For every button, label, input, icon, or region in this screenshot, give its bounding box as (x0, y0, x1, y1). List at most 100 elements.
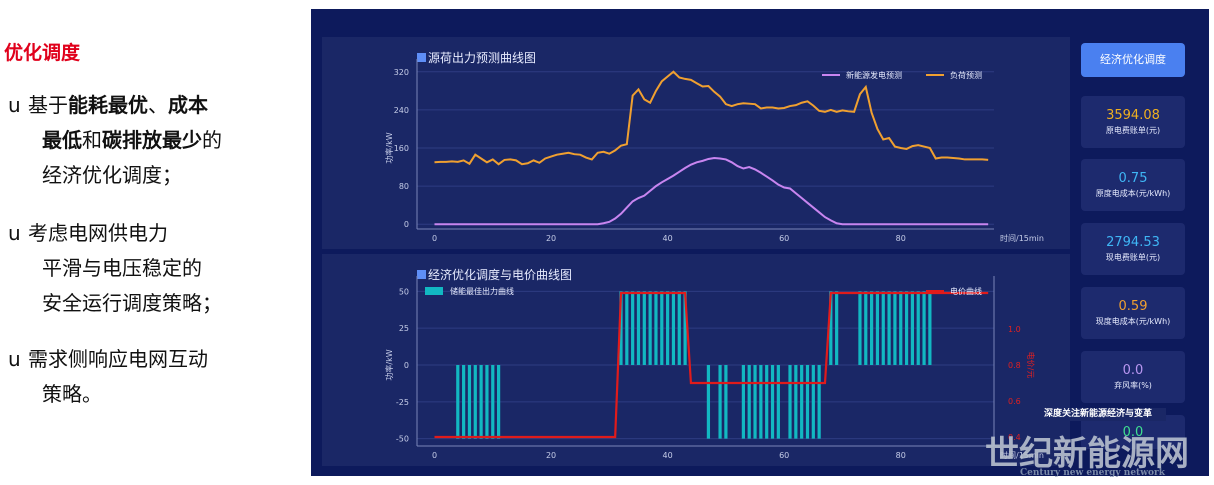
metric-label: 原电费账单(元) (1105, 126, 1161, 135)
metric-value: 0.0 (1122, 363, 1144, 378)
y-tick-label: 320 (394, 68, 409, 77)
forecast-chart: 0 80 160 240 320 0 20 40 60 80 时间/15min 功率/kW 新能源发电预… (384, 59, 1044, 243)
y2-tick-label: 0.4 (1008, 433, 1021, 442)
storage-bar (765, 365, 769, 439)
economic-optimize-button[interactable]: 经济优化调度 (1081, 43, 1185, 77)
storage-bar (928, 291, 932, 365)
y-tick-label: -25 (396, 398, 409, 407)
watermark-slogan: 深度关注新能源经济与变革 (1030, 408, 1166, 421)
bullet-2-text: 考虑电网供电力 平滑与电压稳定的 安全运行调度策略； (28, 216, 278, 321)
storage-bar (671, 291, 676, 365)
y2-tick-label: 0.8 (1008, 361, 1021, 370)
metric-value: 2794.53 (1106, 235, 1160, 250)
storage-bar (724, 365, 728, 439)
metric-label: 现度电成本(元/kWh) (1095, 317, 1171, 326)
storage-bar (858, 291, 862, 365)
bullet-1-part: 的 (202, 128, 222, 152)
dispatch-chart: -50 -25 0 25 50 0 20 40 60 80 0.4 0.6 0.8 1.0 功率/kW 电价/… (384, 276, 1044, 460)
y2-tick-label: 0.6 (1008, 397, 1021, 406)
legend-label: 储能最佳出力曲线 (450, 286, 514, 296)
metric-card: 3594.08 原电费账单(元) (1081, 96, 1185, 148)
storage-bar (496, 365, 501, 439)
storage-bar (462, 365, 466, 439)
watermark-subtitle: Century new energy network (1020, 468, 1165, 478)
bullet-3-text: 需求侧响应电网互动 策略。 (28, 342, 278, 412)
bullet-1-part: 经济优化调度； (42, 163, 182, 187)
storage-bar (770, 365, 775, 439)
metric-label: 弃风率(%) (1114, 381, 1152, 390)
storage-bar (922, 291, 926, 365)
metric-label: 现电费账单(元) (1105, 253, 1161, 262)
y-tick-label: -50 (396, 435, 409, 444)
y-tick-label: 80 (399, 182, 409, 191)
storage-bar (753, 365, 757, 439)
metric-card: 0.75 原度电成本(元/kWh) (1081, 159, 1185, 211)
legend-label: 新能源发电预测 (846, 70, 902, 80)
storage-bar (864, 291, 868, 365)
storage-bar (893, 291, 897, 365)
storage-bar (811, 365, 815, 439)
storage-bar (660, 291, 664, 365)
section-title: 优化调度 (4, 42, 81, 64)
metric-value: 0.0 (1122, 425, 1144, 440)
x-tick-label: 40 (663, 451, 673, 460)
bullet-1-part: 能耗最优 (68, 93, 148, 117)
storage-bar (485, 365, 489, 439)
dashboard-screenshot: 源荷出力预测曲线图 0 80 160 240 320 0 20 40 60 80 时间/15min 功… (311, 9, 1209, 476)
bullet-3-line: 策略。 (42, 382, 102, 406)
storage-bar (800, 365, 804, 439)
storage-bar (479, 365, 483, 439)
x-tick-label: 80 (896, 234, 906, 243)
bullet-1-part: 基于 (28, 93, 68, 117)
storage-bar (706, 365, 711, 439)
bullet-2-line: 考虑电网供电力 (28, 221, 168, 245)
forecast-chart-title: 源荷出力预测曲线图 (417, 49, 536, 66)
storage-bar (473, 365, 477, 439)
bullet-1-part: 成本 (168, 93, 208, 117)
storage-bar (648, 291, 652, 365)
bullet-marker: u (8, 347, 21, 371)
y-axis-label: 功率/kW (384, 132, 394, 163)
storage-bar (467, 365, 472, 439)
x-tick-label: 60 (779, 234, 789, 243)
bullet-2-line: 平滑与电压稳定的 (42, 256, 202, 280)
legend-swatch (425, 287, 443, 295)
legend-label: 电价曲线 (950, 286, 982, 296)
storage-bar (805, 365, 810, 439)
storage-bar (718, 365, 722, 439)
storage-bar (636, 291, 641, 365)
y2-axis-label: 电价/元 (1026, 352, 1036, 379)
storage-bar (747, 365, 751, 439)
storage-bar (916, 291, 920, 365)
storage-bar (619, 291, 623, 365)
forecast-chart-panel: 源荷出力预测曲线图 0 80 160 240 320 0 20 40 60 80 时间/15min 功… (322, 37, 1070, 249)
y-tick-label: 25 (399, 324, 409, 333)
bullet-1-part: 和 (82, 128, 102, 152)
storage-bar (794, 365, 798, 439)
storage-bar (899, 291, 903, 365)
bullet-marker: u (8, 221, 21, 245)
bullet-1-part: 碳排放最少 (102, 128, 202, 152)
storage-bar (642, 291, 646, 365)
y2-tick-label: 1.0 (1008, 325, 1021, 334)
y-tick-label: 0 (404, 220, 409, 229)
x-tick-label: 0 (432, 451, 437, 460)
storage-bar (788, 365, 792, 439)
price-line (434, 291, 989, 439)
x-axis-label: 时间/15min (1000, 233, 1044, 243)
bullet-1-part: 、 (148, 93, 168, 117)
slide-text-panel: 优化调度 u 基于能耗最优、成本 最低和碳排放最少的 经济优化调度； u 考虑电… (0, 0, 300, 485)
storage-bar (654, 291, 658, 365)
x-tick-label: 80 (896, 451, 906, 460)
storage-bar (776, 365, 780, 439)
series-line (434, 156, 989, 226)
metric-value: 3594.08 (1106, 108, 1160, 123)
bullet-3-line: 需求侧响应电网互动 (28, 347, 208, 371)
metric-value: 0.59 (1118, 299, 1148, 314)
storage-bar (887, 291, 891, 365)
storage-bar (881, 291, 885, 365)
title-square-icon (417, 53, 426, 62)
y-tick-label: 50 (399, 287, 409, 296)
metric-card: 0.59 现度电成本(元/kWh) (1081, 287, 1185, 339)
metric-value: 0.75 (1118, 171, 1148, 186)
